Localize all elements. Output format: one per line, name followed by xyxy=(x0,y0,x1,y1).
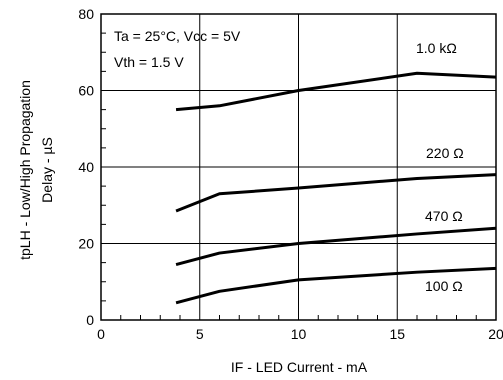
y-tick-label: 40 xyxy=(78,159,94,175)
x-tick-label: 0 xyxy=(97,326,105,342)
y-tick-label: 20 xyxy=(78,236,94,252)
y-tick-label: 0 xyxy=(86,312,94,328)
y-tick-label: 60 xyxy=(78,83,94,99)
series-line-0 xyxy=(175,71,497,112)
series-lines xyxy=(175,71,497,305)
x-tick-label: 15 xyxy=(389,326,405,342)
series-label-100: 100 Ω xyxy=(425,278,463,294)
condition-note-2: Vth = 1.5 V xyxy=(114,54,184,70)
x-tick-label: 10 xyxy=(291,326,307,342)
series-line-2 xyxy=(175,226,497,266)
series-label-220: 220 Ω xyxy=(426,145,464,161)
plot-frame xyxy=(100,13,497,321)
x-axis-title: IF - LED Current - mA xyxy=(231,359,368,375)
ticks: 0 5 10 15 20 0 20 40 60 80 xyxy=(78,6,503,342)
series-line-1 xyxy=(175,173,497,213)
y-axis-title-line1: tpLH - Low/High Propagation xyxy=(17,80,33,260)
y-axis-title-line2: Delay - µS xyxy=(39,137,55,203)
series-line-3 xyxy=(175,266,497,305)
condition-note-1: Ta = 25°C, Vcc = 5V xyxy=(114,28,241,44)
y-tick-label: 80 xyxy=(78,6,94,22)
x-tick-label: 5 xyxy=(196,326,204,342)
plot-border xyxy=(100,13,497,321)
x-tick-label: 20 xyxy=(488,326,503,342)
series-label-1k: 1.0 kΩ xyxy=(416,40,457,56)
series-label-470: 470 Ω xyxy=(425,208,463,224)
